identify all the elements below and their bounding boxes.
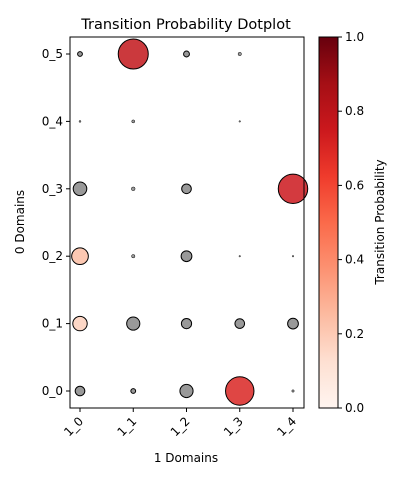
data-point xyxy=(238,120,241,123)
x-tick-label: 1_1 xyxy=(114,414,139,439)
colorbar-frame xyxy=(318,36,339,409)
data-point xyxy=(277,173,309,205)
data-point xyxy=(130,388,137,394)
y-tick-label: 0_4 xyxy=(42,114,63,128)
x-tick-label: 1_0 xyxy=(61,414,86,439)
data-point xyxy=(77,51,83,57)
y-tick-label: 0_5 xyxy=(42,47,63,61)
y-tick-label: 0_0 xyxy=(42,384,63,398)
plot-area: 1_0 1_1 1_2 1_3 1_4 0_0 0_1 0_2 0_3 0_4 0_5 xyxy=(42,36,309,439)
data-point xyxy=(131,254,136,259)
data-point xyxy=(72,315,88,332)
x-tick-label: 1_2 xyxy=(168,414,193,439)
data-point xyxy=(71,247,89,266)
x-axis-ticks: 1_0 1_1 1_2 1_3 1_4 xyxy=(61,408,299,439)
colorbar-tick-label: 0.2 xyxy=(345,327,364,341)
x-tick-label: 1_3 xyxy=(221,414,246,439)
x-tick-label: 1_4 xyxy=(274,414,299,439)
colorbar-tick-label: 0.6 xyxy=(345,178,364,192)
colorbar: 0.0 0.2 0.4 0.6 0.8 1.0 Transition Probabilit… xyxy=(318,30,387,415)
colorbar-ticks: 0.0 0.2 0.4 0.6 0.8 1.0 xyxy=(338,30,364,415)
data-point xyxy=(225,376,255,406)
data-point xyxy=(287,317,299,330)
chart-title: Transition Probability Dotplot xyxy=(80,17,291,33)
data-point xyxy=(117,38,149,70)
data-point xyxy=(126,316,141,331)
data-point xyxy=(180,318,193,330)
data-point xyxy=(72,181,88,197)
y-axis-ticks: 0_0 0_1 0_2 0_3 0_4 0_5 xyxy=(42,47,70,398)
y-tick-label: 0_1 xyxy=(42,317,63,331)
colorbar-label: Transition Probability xyxy=(373,159,387,285)
data-point xyxy=(291,389,295,393)
colorbar-tick-label: 0.0 xyxy=(345,401,364,415)
data-point xyxy=(238,255,241,258)
x-axis-label: 1 Domains xyxy=(154,451,218,465)
data-point xyxy=(179,383,194,399)
colorbar-gradient xyxy=(319,37,338,408)
data-point xyxy=(181,183,192,195)
data-point xyxy=(131,119,136,124)
points-layer xyxy=(71,38,309,406)
data-point xyxy=(183,50,190,58)
data-point xyxy=(131,186,136,191)
data-point xyxy=(237,52,242,56)
y-axis-label: 0 Domains xyxy=(13,190,27,254)
y-tick-label: 0_3 xyxy=(42,182,63,196)
colorbar-tick-label: 0.4 xyxy=(345,253,364,267)
y-tick-label: 0_2 xyxy=(42,249,63,263)
data-point xyxy=(234,318,246,329)
data-point xyxy=(180,250,193,263)
data-point xyxy=(74,385,86,397)
data-point xyxy=(78,120,82,123)
data-point xyxy=(291,255,295,258)
colorbar-tick-label: 0.8 xyxy=(345,104,364,118)
plot-frame xyxy=(69,36,305,409)
colorbar-tick-label: 1.0 xyxy=(345,30,364,44)
